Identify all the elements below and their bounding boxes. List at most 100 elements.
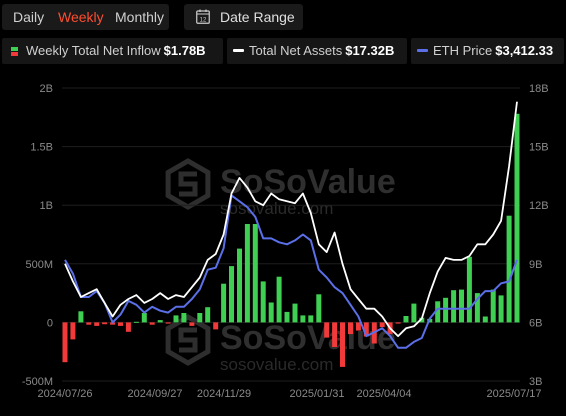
- date-range-label: Date Range: [220, 9, 295, 25]
- inflow-bar[interactable]: [324, 322, 330, 338]
- inflow-bar[interactable]: [110, 322, 116, 325]
- watermark-brand: SoSoValue: [220, 319, 396, 357]
- inflow-bar[interactable]: [260, 281, 266, 323]
- inflow-bar[interactable]: [284, 311, 290, 323]
- inflow-bar[interactable]: [70, 322, 76, 340]
- period-daily-button[interactable]: Daily: [13, 9, 45, 25]
- inflow-bar[interactable]: [300, 315, 306, 323]
- total-net-assets-line[interactable]: [64, 101, 518, 337]
- inflow-bar[interactable]: [125, 322, 131, 332]
- bar-swatch-icon: [11, 47, 18, 56]
- date-range-button[interactable]: 12 Date Range: [184, 4, 303, 30]
- inflow-bar[interactable]: [379, 322, 385, 328]
- watermark-site: sosovalue.com: [220, 199, 333, 218]
- x-axis-tick-label: 2025/04/04: [356, 388, 411, 400]
- inflow-bar[interactable]: [411, 303, 417, 323]
- inflow-bar[interactable]: [474, 293, 480, 323]
- right-axis-tick-label: 12B: [529, 200, 549, 212]
- legend-price-name: ETH Price: [433, 43, 493, 58]
- inflow-bar[interactable]: [244, 224, 250, 323]
- inflow-bar[interactable]: [221, 283, 227, 323]
- legend-item-inflow[interactable]: Weekly Total Net Inflow $1.78B: [2, 38, 223, 64]
- left-axis-tick-label: -500M: [22, 376, 53, 388]
- inflow-bar[interactable]: [252, 224, 258, 323]
- inflow-bar[interactable]: [213, 322, 219, 330]
- x-axis-tick-label: 2025/01/31: [289, 388, 344, 400]
- inflow-bar[interactable]: [435, 301, 441, 323]
- period-selector: Daily Weekly Monthly: [2, 4, 169, 30]
- inflow-bar[interactable]: [498, 295, 504, 323]
- legend-price-value: $3,412.33: [495, 43, 554, 58]
- inflow-bar[interactable]: [86, 322, 92, 325]
- period-monthly-button[interactable]: Monthly: [115, 9, 165, 25]
- x-axis-tick-label: 2024/11/29: [197, 388, 251, 400]
- inflow-bar[interactable]: [149, 322, 155, 325]
- inflow-bar[interactable]: [490, 289, 496, 323]
- right-axis-tick-label: 15B: [529, 142, 549, 154]
- watermark: SoSoValuesosovalue.comSoSoValuesosovalue…: [165, 158, 396, 374]
- inflow-bar[interactable]: [205, 307, 211, 323]
- inflow-bar[interactable]: [118, 322, 123, 326]
- inflow-bar[interactable]: [395, 322, 401, 324]
- legend-item-assets[interactable]: Total Net Assets $17.32B: [227, 38, 407, 64]
- inflow-bar[interactable]: [94, 322, 100, 326]
- inflow-bar[interactable]: [292, 303, 298, 323]
- inflow-bar[interactable]: [78, 311, 84, 323]
- inflow-bar[interactable]: [332, 322, 338, 347]
- left-axis-tick-label: 2B: [40, 83, 53, 95]
- legend-inflow-name: Weekly Total Net Inflow: [26, 43, 161, 58]
- legend: Weekly Total Net Inflow $1.78B Total Net …: [0, 38, 566, 64]
- inflow-bar[interactable]: [197, 313, 203, 323]
- eth-price-line[interactable]: [64, 194, 518, 349]
- inflow-bar[interactable]: [355, 322, 361, 331]
- period-weekly-button[interactable]: Weekly: [58, 9, 104, 25]
- calendar-icon: 12: [196, 9, 210, 24]
- inflow-bar[interactable]: [189, 322, 195, 326]
- inflow-bar[interactable]: [363, 322, 369, 337]
- right-axis-tick-label: 9B: [529, 259, 542, 271]
- inflow-bar[interactable]: [514, 113, 520, 323]
- left-axis-tick-label: 500M: [25, 259, 53, 271]
- inflow-bar[interactable]: [133, 321, 139, 323]
- inflow-bar[interactable]: [348, 322, 353, 335]
- x-axis-tick-label: 2025/07/17: [486, 388, 541, 400]
- inflow-bar[interactable]: [268, 302, 274, 323]
- inflow-bar[interactable]: [102, 322, 108, 325]
- legend-assets-value: $17.32B: [345, 43, 395, 58]
- toolbar: Daily Weekly Monthly 12 Date Range: [0, 4, 566, 30]
- sosovalue-logo-icon: [165, 158, 211, 210]
- inflow-bar[interactable]: [466, 256, 472, 323]
- legend-item-price[interactable]: ETH Price $3,412.33: [411, 38, 564, 64]
- left-axis-tick-label: 0: [47, 317, 53, 329]
- inflow-bar[interactable]: [62, 322, 68, 363]
- inflow-bar[interactable]: [482, 316, 488, 323]
- inflow-bar[interactable]: [459, 289, 464, 323]
- legend-inflow-value: $1.78B: [163, 43, 206, 58]
- legend-assets-name: Total Net Assets: [249, 43, 343, 58]
- inflow-bar[interactable]: [173, 315, 179, 323]
- inflow-bar[interactable]: [316, 294, 322, 323]
- inflow-bar[interactable]: [403, 316, 409, 323]
- line-swatch-icon: [417, 49, 428, 52]
- right-axis-tick-label: 3B: [529, 376, 542, 388]
- inflow-bar[interactable]: [506, 215, 512, 323]
- inflow-bar[interactable]: [181, 313, 187, 323]
- x-axis-tick-label: 2024/07/26: [37, 388, 92, 400]
- axes: 2B 1.5B 1B 500M 0 -500M 18B 15B 12B 9B 6B 3B 2024/07…: [22, 83, 549, 400]
- inflow-bar[interactable]: [237, 248, 242, 323]
- inflow-bar[interactable]: [340, 322, 345, 367]
- series-lines: [64, 101, 518, 349]
- inflow-bar[interactable]: [141, 313, 147, 323]
- inflow-bar[interactable]: [308, 315, 314, 323]
- inflow-bar[interactable]: [157, 320, 163, 323]
- calendar-day: 12: [200, 17, 207, 23]
- watermark-site: sosovalue.com: [220, 355, 333, 374]
- x-axis-tick-label: 2024/09/27: [127, 388, 182, 400]
- inflow-bar[interactable]: [451, 290, 457, 323]
- inflow-bar[interactable]: [276, 276, 282, 323]
- inflow-bar[interactable]: [165, 322, 171, 324]
- inflow-bar[interactable]: [419, 317, 425, 323]
- inflow-bar[interactable]: [229, 266, 234, 323]
- inflow-bar[interactable]: [443, 297, 449, 323]
